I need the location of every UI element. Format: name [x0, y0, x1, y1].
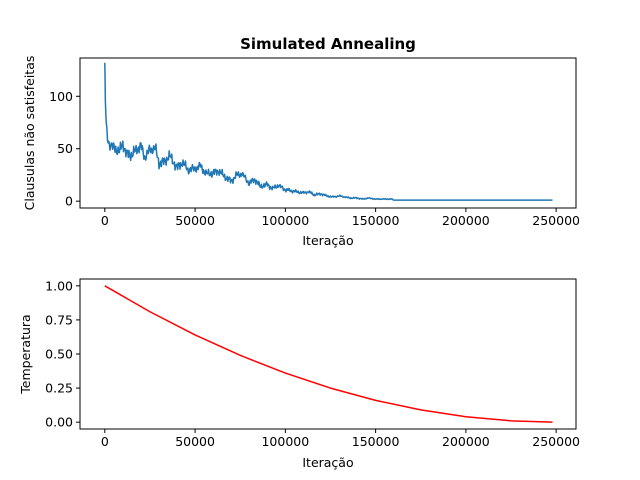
x-tick-label: 150000 [352, 434, 400, 449]
y-tick-label: 1.00 [45, 278, 73, 293]
temperature-plot-frame [79, 278, 577, 430]
y-axis-label: Temperatura [18, 314, 33, 394]
x-tick-label: 250000 [532, 213, 580, 228]
x-tick-label: 250000 [532, 434, 580, 449]
series-line [104, 285, 553, 423]
x-tick-label: 50000 [175, 213, 215, 228]
y-tick-label: 0.75 [45, 312, 73, 327]
x-axis-label: Iteração [302, 233, 353, 248]
chart-title: Simulated Annealing [240, 35, 416, 53]
y-tick-label: 100 [49, 89, 73, 104]
x-axis-label: Iteração [302, 455, 353, 470]
x-tick-label: 150000 [352, 213, 400, 228]
x-tick-label: 200000 [442, 213, 490, 228]
annealing-chart: Simulated Annealing 0 50000 100000 150000 20… [22, 35, 580, 248]
annealing-plot-frame [79, 57, 577, 209]
y-tick-label: 0.00 [45, 415, 73, 430]
y-tick-label: 0.25 [45, 381, 73, 396]
x-tick-label: 0 [101, 213, 109, 228]
temperature-plot-area: 0 50000 100000 150000 200000 250000 0.00 0.25 0.… [45, 278, 580, 449]
y-tick-label: 50 [57, 141, 73, 156]
x-tick-label: 200000 [442, 434, 490, 449]
y-axis-label: Clausulas não satisfeitas [22, 56, 37, 211]
series-line [104, 62, 553, 201]
x-tick-label: 100000 [261, 213, 309, 228]
x-tick-label: 50000 [175, 434, 215, 449]
x-tick-label: 100000 [261, 434, 309, 449]
temperature-chart: 0 50000 100000 150000 200000 250000 0.00 0.25 0.… [18, 278, 580, 470]
x-tick-label: 0 [101, 434, 109, 449]
annealing-plot-area: 0 50000 100000 150000 200000 250000 0 50 100 [49, 62, 580, 228]
y-tick-label: 0.50 [45, 347, 73, 362]
y-tick-label: 0 [65, 194, 73, 209]
